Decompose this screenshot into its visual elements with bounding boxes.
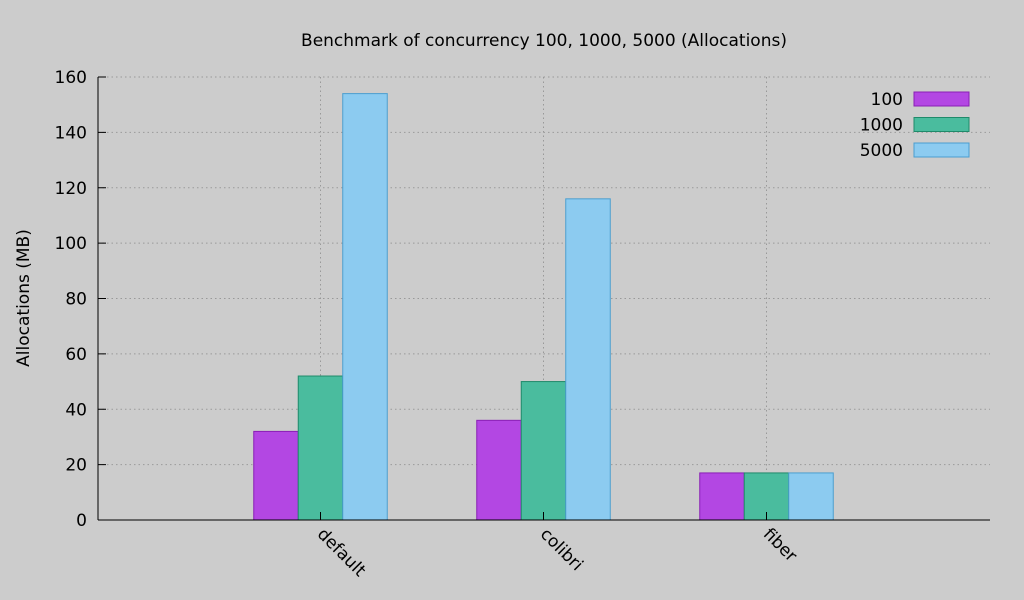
- bar-100-colibri: [476, 419, 522, 521]
- y-tick-label: 0: [76, 511, 87, 531]
- legend-swatch-1000: [913, 117, 970, 132]
- y-tick-label: 120: [55, 179, 87, 199]
- y-tick-label: 40: [65, 400, 87, 420]
- x-ticks: default colibri fiber: [313, 524, 801, 581]
- legend-swatch-100: [913, 91, 970, 107]
- x-tick-label-fiber: fiber: [759, 524, 801, 566]
- x-tick-label-default: default: [313, 524, 370, 581]
- legend-label-1000: 1000: [860, 116, 903, 136]
- legend-swatch-5000: [913, 142, 970, 158]
- bar-1000-default: [297, 375, 344, 521]
- y-tick-label: 60: [65, 345, 87, 365]
- chart-title: Benchmark of concurrency 100, 1000, 5000…: [301, 31, 787, 51]
- bar-5000-fiber: [788, 472, 834, 521]
- bar-100-default: [253, 430, 299, 521]
- y-tick-label: 100: [55, 234, 87, 254]
- y-ticks: 0 20 40 60 80 100 120 140 160: [55, 68, 87, 531]
- legend-label-5000: 5000: [860, 141, 903, 161]
- bar-5000-colibri: [565, 198, 611, 521]
- y-tick-label: 80: [65, 290, 87, 310]
- bar-5000-default: [342, 93, 388, 521]
- y-axis-label: Allocations (MB): [14, 229, 34, 367]
- y-tick-label: 160: [55, 68, 87, 88]
- bar-1000-colibri: [520, 381, 567, 521]
- y-tick-label: 20: [65, 456, 87, 476]
- legend: 100 1000 5000: [860, 90, 970, 161]
- x-tick-label-colibri: colibri: [536, 524, 587, 575]
- y-tick-label: 140: [55, 123, 87, 143]
- axes: [97, 76, 990, 521]
- bar-100-fiber: [699, 472, 745, 521]
- legend-label-100: 100: [871, 90, 903, 110]
